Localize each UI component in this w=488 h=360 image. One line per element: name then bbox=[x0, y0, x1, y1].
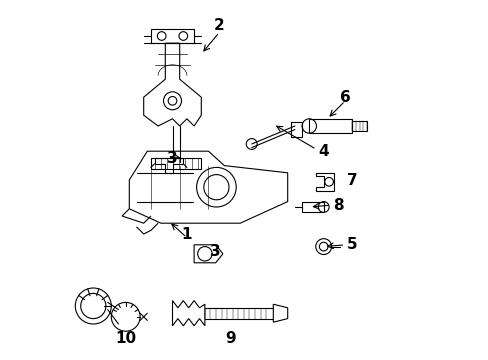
Text: 5: 5 bbox=[346, 237, 357, 252]
Text: 6: 6 bbox=[339, 90, 350, 105]
Text: 3: 3 bbox=[210, 244, 221, 260]
Text: 4: 4 bbox=[318, 144, 328, 159]
Text: 8: 8 bbox=[332, 198, 343, 213]
Text: 9: 9 bbox=[224, 331, 235, 346]
Text: 2: 2 bbox=[213, 18, 224, 33]
Text: 1: 1 bbox=[181, 226, 192, 242]
Text: 10: 10 bbox=[115, 331, 136, 346]
Text: 3: 3 bbox=[167, 151, 178, 166]
Text: 7: 7 bbox=[346, 172, 357, 188]
